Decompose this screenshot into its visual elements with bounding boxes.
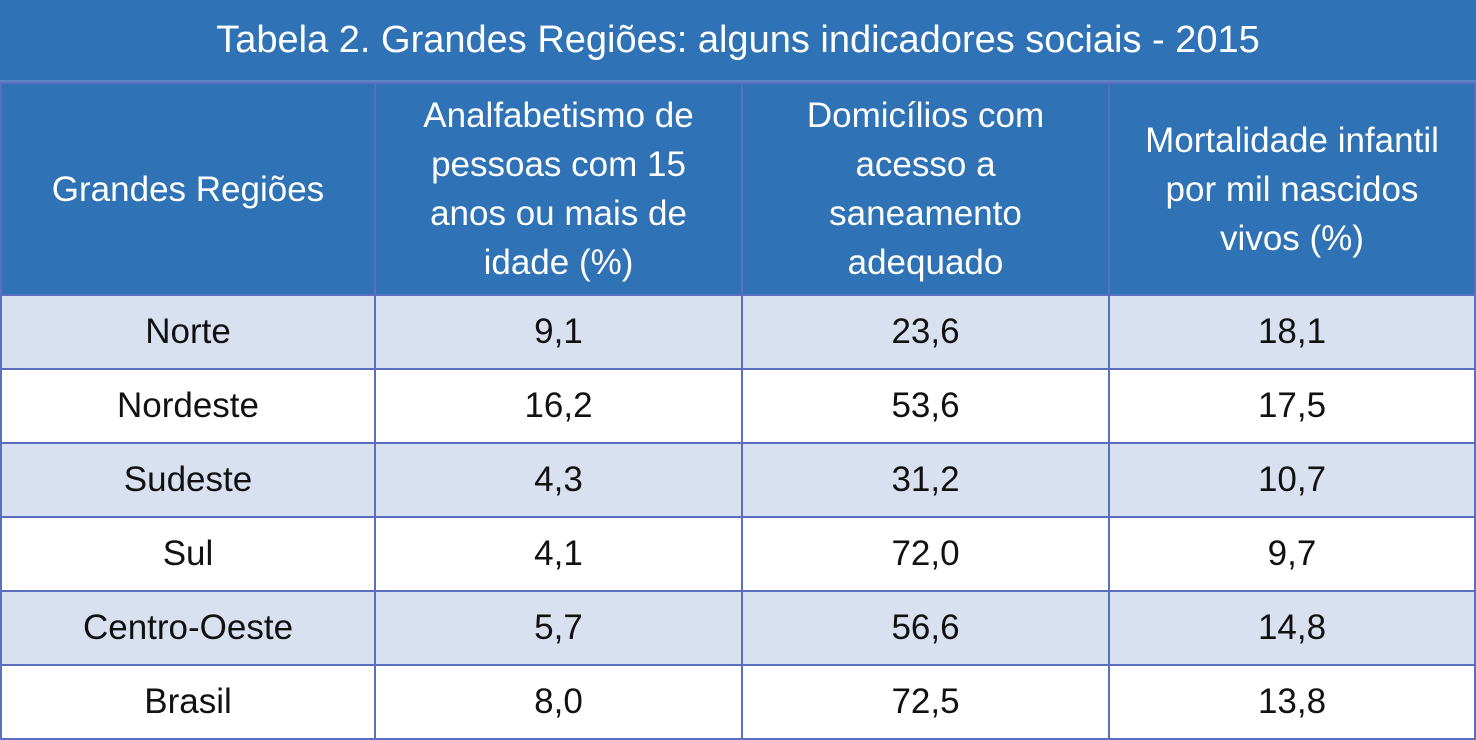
cell-sanitation: 72,5 [741, 664, 1110, 740]
cell-infant-mortality: 14,8 [1108, 590, 1476, 666]
cell-region: Sudeste [0, 442, 376, 518]
cell-sanitation: 53,6 [741, 368, 1110, 444]
cell-illiteracy: 5,7 [374, 590, 743, 666]
cell-region: Sul [0, 516, 376, 592]
header-row: Grandes Regiões Analfabetismo de pessoas… [0, 82, 1476, 296]
cell-illiteracy: 9,1 [374, 294, 743, 370]
table-row: Brasil 8,0 72,5 13,8 [0, 664, 1476, 740]
cell-region: Norte [0, 294, 376, 370]
cell-illiteracy: 16,2 [374, 368, 743, 444]
header-sanitation: Domicílios com acesso a saneamento adequ… [741, 82, 1110, 296]
cell-illiteracy: 8,0 [374, 664, 743, 740]
cell-region: Centro-Oeste [0, 590, 376, 666]
cell-sanitation: 56,6 [741, 590, 1110, 666]
cell-illiteracy: 4,1 [374, 516, 743, 592]
cell-infant-mortality: 9,7 [1108, 516, 1476, 592]
table-row: Sul 4,1 72,0 9,7 [0, 516, 1476, 592]
table-row: Norte 9,1 23,6 18,1 [0, 294, 1476, 370]
header-illiteracy: Analfabetismo de pessoas com 15 anos ou … [374, 82, 743, 296]
cell-illiteracy: 4,3 [374, 442, 743, 518]
cell-infant-mortality: 10,7 [1108, 442, 1476, 518]
table-title: Tabela 2. Grandes Regiões: alguns indica… [0, 0, 1476, 82]
indicators-table: Grandes Regiões Analfabetismo de pessoas… [0, 82, 1476, 740]
table-row: Sudeste 4,3 31,2 10,7 [0, 442, 1476, 518]
cell-region: Brasil [0, 664, 376, 740]
cell-infant-mortality: 17,5 [1108, 368, 1476, 444]
cell-sanitation: 72,0 [741, 516, 1110, 592]
table-row: Nordeste 16,2 53,6 17,5 [0, 368, 1476, 444]
cell-sanitation: 23,6 [741, 294, 1110, 370]
header-region: Grandes Regiões [0, 82, 376, 296]
cell-infant-mortality: 13,8 [1108, 664, 1476, 740]
cell-sanitation: 31,2 [741, 442, 1110, 518]
header-infant-mortality: Mortalidade infantil por mil nascidos vi… [1108, 82, 1476, 296]
cell-infant-mortality: 18,1 [1108, 294, 1476, 370]
cell-region: Nordeste [0, 368, 376, 444]
table-row: Centro-Oeste 5,7 56,6 14,8 [0, 590, 1476, 666]
